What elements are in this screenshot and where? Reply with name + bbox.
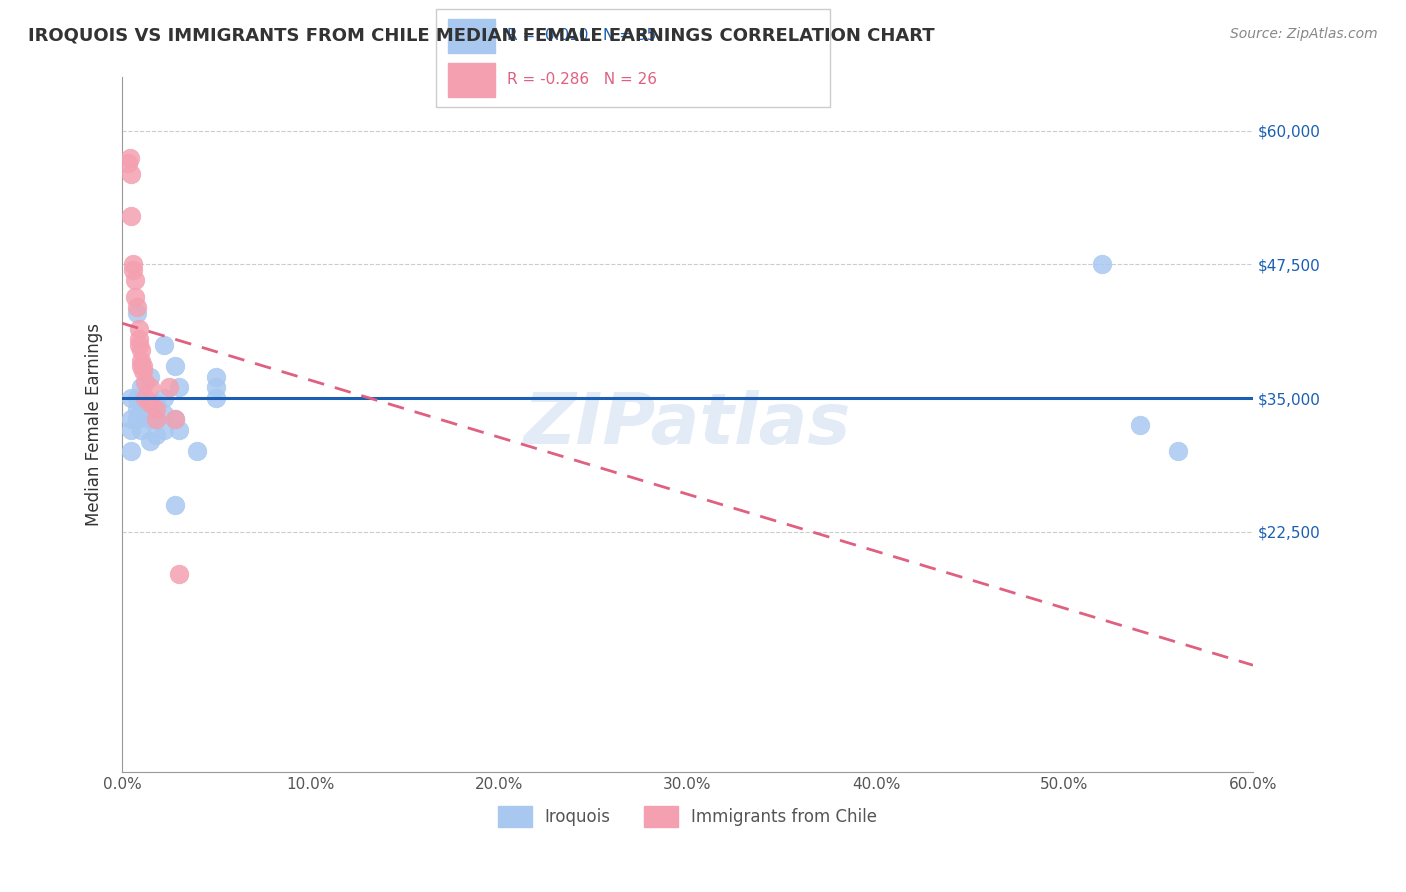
FancyBboxPatch shape [436,9,830,107]
Text: R =  0.010   N = 35: R = 0.010 N = 35 [506,28,657,43]
Point [1091,257,1114,271]
Point [145,428,167,442]
Point [139,396,162,410]
Point [152,407,174,421]
Point [129,380,152,394]
Point [128,332,150,346]
Point [163,359,186,373]
Point [205,369,228,384]
Point [121,167,143,181]
Text: IROQUOIS VS IMMIGRANTS FROM CHILE MEDIAN FEMALE EARNINGS CORRELATION CHART: IROQUOIS VS IMMIGRANTS FROM CHILE MEDIAN… [28,27,935,45]
Point [1129,417,1152,432]
Point [129,343,152,357]
Point [134,391,156,405]
Point [122,257,145,271]
Point [139,396,162,410]
Point [167,380,190,394]
Point [145,412,167,426]
Point [129,353,152,368]
Point [139,380,162,394]
Point [127,412,149,426]
Point [145,401,167,416]
Point [121,423,143,437]
Text: R = -0.286   N = 26: R = -0.286 N = 26 [506,72,657,87]
Point [121,391,143,405]
Point [127,401,149,416]
Point [145,412,167,426]
Point [124,289,146,303]
Point [117,156,139,170]
Point [124,273,146,287]
Point [129,359,152,373]
Point [129,407,152,421]
Text: ZIPatlas: ZIPatlas [524,390,851,459]
Point [145,396,167,410]
Point [134,375,156,389]
Point [121,210,143,224]
Point [127,300,149,314]
Point [132,364,155,378]
Point [132,359,155,373]
Point [152,337,174,351]
Point [157,380,180,394]
Point [163,412,186,426]
Point [152,423,174,437]
Point [139,434,162,448]
Point [127,305,149,319]
FancyBboxPatch shape [447,62,495,97]
Point [128,321,150,335]
Y-axis label: Median Female Earnings: Median Female Earnings [86,323,103,526]
Point [205,391,228,405]
Point [139,412,162,426]
Point [163,412,186,426]
Point [186,444,208,458]
Point [205,380,228,394]
Legend: Iroquois, Immigrants from Chile: Iroquois, Immigrants from Chile [492,799,883,833]
Point [121,412,143,426]
Point [167,567,190,582]
Point [118,151,141,165]
Text: Source: ZipAtlas.com: Source: ZipAtlas.com [1230,27,1378,41]
Point [129,401,152,416]
Point [139,369,162,384]
Point [121,444,143,458]
Point [128,337,150,351]
Point [167,423,190,437]
Point [122,262,145,277]
FancyBboxPatch shape [447,19,495,54]
Point [1167,444,1189,458]
Point [127,391,149,405]
Point [129,423,152,437]
Point [152,391,174,405]
Point [163,498,186,512]
